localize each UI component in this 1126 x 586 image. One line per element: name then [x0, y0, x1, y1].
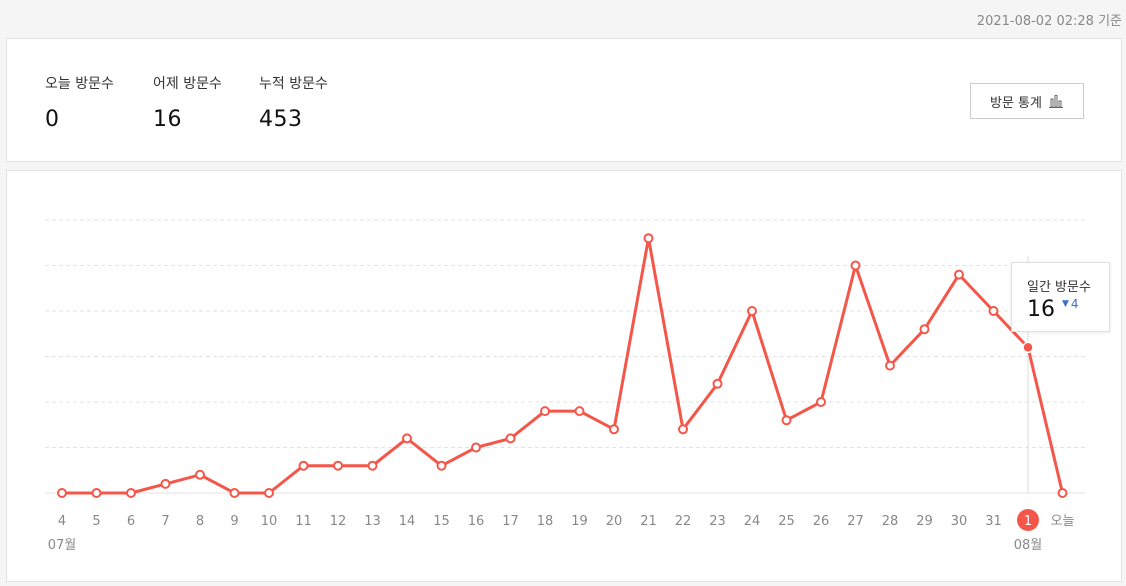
- x-tick-label: 13: [364, 514, 381, 529]
- x-tick-label: 31: [985, 514, 1002, 529]
- data-point: [574, 406, 585, 417]
- x-tick-label: 25: [778, 514, 795, 529]
- data-point: [471, 442, 481, 453]
- x-tick-label: 28: [882, 514, 899, 529]
- data-point: [988, 306, 999, 316]
- today-visits: 오늘 방문수 0: [45, 73, 114, 132]
- highlight-tick-badge: [1017, 509, 1039, 531]
- x-tick-label: 6: [127, 514, 135, 529]
- x-tick-label: 1: [1024, 514, 1032, 529]
- x-tick-label: 9: [230, 514, 238, 529]
- x-tick-label: 10: [261, 514, 278, 529]
- series-line: [62, 236, 1064, 495]
- data-point: [57, 488, 67, 498]
- tooltip-change: ▼ 4: [1062, 297, 1079, 311]
- data-point-highlighted: [1022, 341, 1034, 354]
- x-tick-label: 21: [640, 514, 657, 529]
- x-tick-label: 8: [196, 514, 204, 529]
- data-point: [126, 488, 136, 498]
- data-point: [1057, 488, 1068, 498]
- down-arrow-icon: ▼: [1062, 299, 1069, 309]
- x-tick-label: 27: [847, 514, 864, 529]
- visit-stats-button[interactable]: 방문 통계: [970, 83, 1084, 119]
- x-tick-label: 24: [744, 514, 761, 529]
- data-point: [160, 478, 171, 489]
- x-tick-label: 14: [399, 514, 416, 529]
- data-point: [367, 460, 378, 471]
- x-tick-label: 30: [951, 514, 968, 529]
- data-point: [609, 424, 619, 435]
- x-tick-label: 12: [330, 514, 347, 529]
- tooltip-change-value: 4: [1070, 297, 1079, 311]
- x-tick-label: 26: [813, 514, 830, 529]
- x-tick-label: 22: [675, 514, 692, 529]
- today-visits-label: 오늘 방문수: [45, 76, 114, 92]
- data-point: [298, 460, 309, 471]
- data-point: [954, 269, 964, 280]
- data-point: [91, 488, 102, 498]
- bar-chart-icon: [1048, 95, 1063, 108]
- x-tick-label: 4: [58, 514, 66, 529]
- timestamp: 2021-08-02 02:28 기준: [976, 14, 1122, 29]
- x-tick-label: 18: [537, 514, 554, 529]
- data-point: [540, 406, 550, 417]
- yesterday-visits: 어제 방문수 16: [153, 73, 222, 132]
- data-point: [436, 460, 447, 471]
- x-tick-label: 5: [92, 514, 100, 529]
- total-visits-label: 누적 방문수: [259, 76, 328, 92]
- data-point: [781, 415, 792, 426]
- tooltip-label: 일간 방문수: [1027, 280, 1091, 295]
- x-tick-label: 19: [571, 514, 588, 529]
- data-point: [402, 433, 412, 444]
- data-point: [885, 360, 895, 371]
- data-point: [229, 488, 240, 498]
- month-label: 08월: [1014, 538, 1043, 553]
- data-point: [816, 397, 826, 407]
- data-point: [678, 424, 688, 435]
- x-tick-label: 17: [502, 514, 519, 529]
- data-point: [505, 433, 516, 444]
- yesterday-visits-label: 어제 방문수: [153, 76, 222, 92]
- data-point: [264, 488, 274, 498]
- data-point: [195, 469, 205, 480]
- data-point: [919, 324, 930, 335]
- x-tick-label: 20: [606, 514, 623, 529]
- x-tick-label: 15: [433, 514, 450, 529]
- x-tick-label: 29: [916, 514, 933, 529]
- x-tick-label: 11: [295, 514, 312, 529]
- visit-stats-button-label: 방문 통계: [990, 95, 1042, 111]
- x-tick-label: 23: [709, 514, 726, 529]
- x-tick-label: 오늘: [1051, 514, 1075, 529]
- x-tick-label: 7: [161, 514, 169, 529]
- daily-visits-tooltip: 일간 방문수 16 ▼ 4: [1011, 262, 1110, 332]
- visitor-stats-card: 오늘 방문수 0 어제 방문수 16 누적 방문수 453 방문 통계: [6, 38, 1122, 162]
- total-visits: 누적 방문수 453: [259, 73, 328, 132]
- tooltip-value: 16: [1027, 297, 1055, 322]
- month-label: 07월: [48, 538, 77, 553]
- today-visits-value: 0: [45, 107, 60, 132]
- x-tick-label: 16: [468, 514, 485, 529]
- data-point: [747, 306, 757, 316]
- total-visits-value: 453: [259, 107, 303, 132]
- yesterday-visits-value: 16: [153, 107, 182, 132]
- data-point: [333, 460, 343, 471]
- data-point: [643, 233, 654, 244]
- data-point: [850, 260, 861, 271]
- daily-visits-chart: 4 5 6 7 8 9 10 11 12 13 14 15 16 17 18 19 20 21 22 23 24 25 26…: [45, 219, 1085, 553]
- data-point: [712, 378, 723, 389]
- daily-visits-chart-card: 4 5 6 7 8 9 10 11 12 13 14 15 16 17 18 19 20 21 22 23 24 25 26…: [6, 170, 1122, 582]
